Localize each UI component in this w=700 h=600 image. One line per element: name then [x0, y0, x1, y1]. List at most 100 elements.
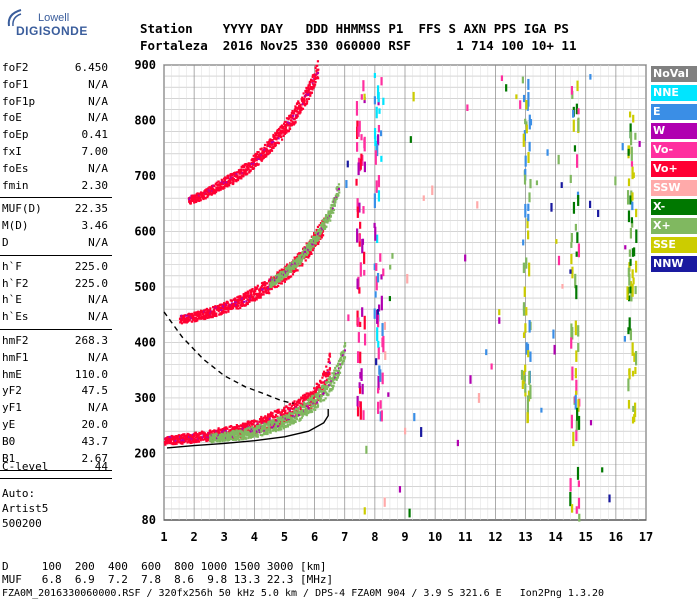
echo-dot [255, 298, 258, 301]
echo-dot [263, 286, 266, 289]
echo-dot [303, 99, 306, 102]
noise-dot [527, 350, 530, 358]
y-tick-label: 600 [134, 224, 156, 238]
noise-dot [557, 154, 560, 165]
param-value: N/A [88, 350, 108, 364]
echo-dot [278, 269, 281, 272]
digisonde-logo-icon [7, 9, 22, 27]
noise-dot [377, 401, 380, 414]
param-value: 268.3 [74, 334, 108, 347]
echo-dot [294, 106, 297, 109]
echo-dot [289, 116, 293, 119]
param-name: yF2 [2, 384, 22, 398]
echo-dot [321, 388, 324, 391]
echo-dot [254, 164, 257, 167]
noise-dot [363, 333, 367, 346]
echo-dot [265, 148, 268, 152]
echo-dot [222, 183, 225, 186]
echo-dot [223, 432, 226, 435]
echo-dot [304, 395, 307, 398]
noise-dot [570, 504, 574, 513]
echo-dot [211, 190, 214, 193]
echo-dot [338, 191, 341, 194]
noise-dot [601, 467, 604, 473]
echo-dot [316, 239, 320, 242]
echo-dot [214, 190, 218, 194]
echo-dot [277, 419, 280, 422]
echo-dot [174, 442, 177, 446]
echo-dot [267, 152, 270, 155]
echo-dot [289, 416, 292, 419]
noise-dot [574, 394, 577, 410]
echo-dot [246, 164, 249, 167]
noise-dot [377, 387, 380, 394]
echo-dot [275, 422, 278, 425]
echo-dot [321, 230, 324, 234]
noise-dot [377, 340, 380, 348]
noise-dot [375, 106, 378, 119]
echo-dot [207, 316, 211, 319]
legend-item: X+ [651, 218, 697, 234]
echo-dot [224, 184, 227, 188]
echo-dot [302, 396, 305, 399]
noise-dot [633, 352, 636, 362]
echo-dot [176, 439, 179, 442]
echo-dot [309, 411, 312, 414]
noise-dot [360, 94, 363, 100]
param-name: B0 [2, 434, 16, 448]
echo-dot [310, 244, 313, 247]
echo-dot [321, 376, 324, 379]
echo-dot [312, 390, 315, 393]
echo-dot [213, 192, 216, 195]
noise-dot [358, 386, 362, 394]
noise-dot [362, 410, 365, 420]
echo-dot [333, 369, 336, 372]
echo-dot [312, 396, 315, 400]
echo-dot [264, 425, 267, 428]
echo-dot [270, 285, 273, 288]
echo-dot [304, 413, 307, 416]
echo-dot [244, 428, 247, 431]
echo-dot [241, 428, 244, 431]
echo-dot [216, 435, 220, 439]
noise-dot [630, 161, 634, 167]
echo-dot [306, 100, 309, 103]
echo-dot [175, 442, 178, 445]
noise-dot [632, 277, 635, 285]
echo-dot [183, 434, 186, 438]
echo-dot [339, 352, 343, 355]
echo-dot [260, 284, 264, 288]
echo-dot [282, 122, 286, 125]
param-row: B0 43.7 [2, 435, 108, 449]
noise-dot [406, 273, 409, 284]
noise-dot [631, 269, 634, 279]
noise-dot [526, 343, 530, 354]
echo-dot [269, 142, 272, 145]
echo-dot [168, 441, 171, 444]
echo-dot [249, 291, 253, 294]
echo-dot [316, 225, 320, 229]
echo-dot [312, 236, 315, 240]
echo-dot [225, 181, 228, 184]
param-value: 2.67 [81, 451, 109, 465]
param-row: hmF2 268.3 [2, 334, 108, 348]
echo-dot [288, 413, 291, 416]
echo-dot [274, 415, 277, 418]
noise-dot [377, 375, 380, 390]
noise-dot [577, 480, 580, 488]
echo-dot [226, 184, 230, 187]
echo-dot [292, 412, 295, 415]
noise-dot [373, 222, 376, 228]
param-value: 7.00 [81, 145, 109, 158]
echo-dot [330, 384, 334, 388]
noise-dot [374, 150, 377, 165]
echo-dot [269, 431, 272, 434]
echo-dot [303, 409, 307, 412]
echo-dot [252, 423, 255, 426]
echo-dot [260, 430, 263, 433]
echo-dot [252, 167, 256, 170]
noise-dot [505, 84, 508, 92]
echo-dot [216, 184, 219, 187]
noise-dot [383, 497, 386, 507]
echo-dot [209, 307, 212, 310]
